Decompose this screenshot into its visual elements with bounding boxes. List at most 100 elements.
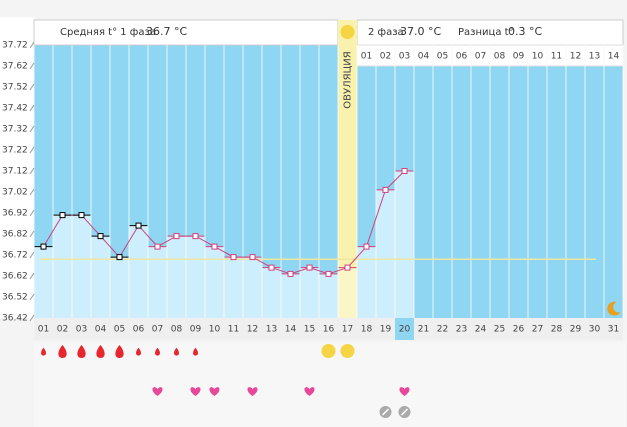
y-tick bbox=[29, 230, 35, 238]
y-tick bbox=[29, 146, 35, 154]
x-tick-label: 05 bbox=[114, 325, 125, 335]
x-tick-label: 04 bbox=[95, 325, 107, 335]
drop-icon bbox=[174, 347, 179, 356]
heart-icon bbox=[190, 387, 201, 396]
phase2-day: 04 bbox=[418, 52, 430, 62]
phase1-value: 36.7 °C bbox=[146, 25, 187, 38]
y-tick-label: 36.62 bbox=[2, 272, 28, 282]
temp-bar bbox=[205, 246, 224, 318]
drop-icon bbox=[96, 345, 105, 358]
phase1-label: Средняя t° 1 фаза bbox=[60, 27, 156, 38]
x-tick-label: 14 bbox=[285, 325, 297, 335]
heart-icon bbox=[304, 387, 315, 396]
x-tick-label: 24 bbox=[475, 325, 487, 335]
category-row bbox=[34, 318, 623, 340]
x-tick-label: 20 bbox=[399, 325, 411, 335]
temp-bar bbox=[110, 257, 129, 318]
phase2-day: 12 bbox=[570, 52, 581, 62]
marker bbox=[192, 233, 199, 240]
heart-icon bbox=[152, 387, 163, 396]
difference-value: 0.3 °C bbox=[508, 25, 542, 38]
temp-bar bbox=[357, 246, 376, 318]
x-tick-label: 21 bbox=[418, 325, 429, 335]
x-tick-label: 26 bbox=[513, 325, 525, 335]
x-tick-label: 23 bbox=[456, 325, 467, 335]
temp-bar bbox=[376, 189, 395, 318]
marker bbox=[59, 212, 66, 219]
temp-line bbox=[43, 170, 405, 275]
ovulation-label: ОВУЛЯЦИЯ bbox=[343, 51, 354, 109]
y-tick bbox=[29, 272, 35, 280]
y-tick-label: 36.72 bbox=[2, 251, 28, 261]
pill-line bbox=[400, 408, 409, 416]
x-tick-label: 10 bbox=[209, 325, 221, 335]
temp-bar bbox=[281, 273, 300, 318]
moon-icon bbox=[607, 301, 621, 316]
y-tick bbox=[29, 125, 35, 133]
x-tick-label: 22 bbox=[437, 325, 448, 335]
x-tick-label: 31 bbox=[608, 325, 619, 335]
y-tick bbox=[29, 209, 35, 217]
marker bbox=[211, 243, 218, 250]
temp-bar bbox=[186, 236, 205, 318]
x-tick-label: 07 bbox=[152, 325, 163, 335]
phase2-day: 08 bbox=[494, 52, 506, 62]
marker bbox=[78, 212, 85, 219]
marker bbox=[268, 264, 275, 271]
marker bbox=[344, 264, 351, 271]
x-tick-label: 17 bbox=[342, 325, 353, 335]
x-tick-label: 01 bbox=[38, 325, 49, 335]
phase2-day: 13 bbox=[589, 52, 600, 62]
y-tick-label: 37.32 bbox=[2, 125, 28, 135]
x-tick-label: 18 bbox=[361, 325, 373, 335]
phase2-day: 14 bbox=[608, 52, 620, 62]
y-tick-label: 36.92 bbox=[2, 209, 28, 219]
x-tick-label: 16 bbox=[323, 325, 335, 335]
x-tick-label: 09 bbox=[190, 325, 202, 335]
marker bbox=[382, 186, 389, 193]
sun-icon bbox=[321, 344, 336, 358]
drop-icon bbox=[136, 347, 141, 356]
drop-icon bbox=[155, 347, 160, 356]
y-tick-label: 37.62 bbox=[2, 62, 28, 72]
temp-bar bbox=[167, 236, 186, 318]
phase2-day: 11 bbox=[551, 52, 562, 62]
ovulation-column bbox=[338, 20, 357, 318]
drop-icon bbox=[193, 347, 198, 356]
x-tick-label: 03 bbox=[76, 325, 87, 335]
phase2-day: 01 bbox=[361, 52, 372, 62]
x-tick-label: 06 bbox=[133, 325, 145, 335]
drop-icon bbox=[41, 347, 46, 356]
y-tick-label: 37.12 bbox=[2, 167, 28, 177]
sun-icon bbox=[340, 25, 355, 39]
phase2-day: 03 bbox=[399, 52, 410, 62]
phase2-day: 10 bbox=[532, 52, 544, 62]
heart-icon bbox=[209, 387, 220, 396]
temp-bar bbox=[338, 267, 357, 318]
marker bbox=[306, 264, 313, 271]
x-tick-label: 27 bbox=[532, 325, 543, 335]
temp-bar bbox=[262, 267, 281, 318]
axis-panel bbox=[0, 17, 34, 318]
marker bbox=[40, 243, 47, 250]
y-tick bbox=[29, 41, 35, 49]
y-tick-label: 36.42 bbox=[2, 314, 28, 324]
header-phase2 bbox=[356, 19, 624, 46]
temp-bar bbox=[91, 236, 110, 318]
x-tick-label: 19 bbox=[380, 325, 392, 335]
x-tick-label: 02 bbox=[57, 325, 68, 335]
phase2-label: 2 фаза bbox=[368, 27, 404, 38]
heart-icon bbox=[247, 387, 258, 396]
sun-icon bbox=[340, 344, 355, 358]
marker bbox=[173, 233, 180, 240]
y-tick-label: 37.42 bbox=[2, 104, 28, 114]
marker bbox=[97, 233, 104, 240]
y-tick bbox=[29, 188, 35, 196]
marker bbox=[363, 243, 370, 250]
marker bbox=[135, 222, 142, 229]
marker bbox=[287, 270, 294, 277]
temp-bar bbox=[34, 246, 53, 318]
x-tick-label: 12 bbox=[247, 325, 258, 335]
phase2-day: 06 bbox=[456, 52, 468, 62]
